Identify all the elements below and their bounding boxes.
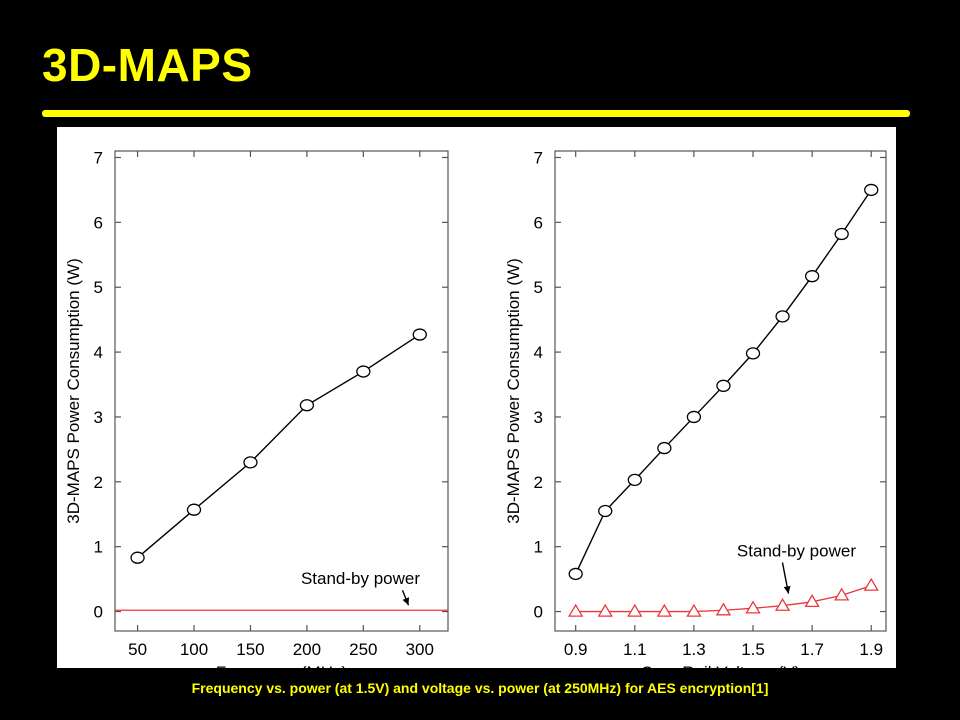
data-point-triangle [656, 603, 672, 617]
series-line-1 [137, 333, 421, 559]
data-point [686, 410, 702, 424]
annotation-standby: Stand-by power [301, 569, 420, 588]
data-point [834, 227, 849, 241]
x-tick-label: 1.7 [800, 640, 824, 659]
data-point [864, 183, 879, 197]
data-point [243, 456, 258, 469]
annotation-arrowhead [402, 597, 410, 606]
data-point-triangle [774, 597, 791, 611]
y-tick-label: 7 [534, 148, 543, 167]
y-tick-label: 5 [534, 278, 543, 297]
y-tick-label: 3 [94, 408, 103, 427]
y-tick-label: 6 [94, 213, 103, 232]
y-tick-label: 7 [94, 148, 103, 167]
x-tick-label: 1.3 [682, 640, 706, 659]
data-point [804, 270, 820, 283]
data-point [716, 379, 731, 392]
data-point [130, 551, 145, 564]
x-tick-label: 100 [180, 640, 208, 659]
figure-panel: 0123456750100150200250300Frequency (MHz)… [57, 127, 896, 668]
data-point [568, 567, 583, 581]
x-axis-label: Core Rail Voltage (V) [641, 663, 801, 668]
data-point-triangle [597, 603, 613, 617]
y-tick-label: 2 [94, 473, 103, 492]
data-point [775, 310, 790, 323]
y-tick-label: 0 [94, 603, 103, 622]
title-underline [42, 110, 910, 117]
chart-1: 0 1 2 3 4 5 6 7 50 100 150 200 250 300 Frequency (MHz)… [64, 148, 449, 668]
y-axis-label: 3D-MAPS Power Consumption (W) [504, 258, 523, 523]
annotation-arrowhead [783, 585, 791, 594]
charts-svg: 0123456750100150200250300Frequency (MHz)… [64, 148, 887, 668]
data-point [598, 504, 613, 518]
figure-caption: Frequency vs. power (at 1.5V) and voltag… [191, 680, 769, 696]
x-tick-label: 1.1 [623, 640, 647, 659]
x-tick-label: 1.5 [741, 640, 765, 659]
data-point [356, 365, 371, 378]
data-point [657, 441, 672, 455]
y-tick-label: 4 [94, 343, 103, 362]
x-tick-label: 1.9 [859, 640, 883, 659]
data-point [627, 473, 642, 487]
plot-frame [114, 150, 449, 632]
y-tick-label: 1 [94, 538, 103, 557]
x-tick-label: 200 [293, 640, 321, 659]
y-tick-label: 3 [534, 408, 543, 427]
annotation-standby: Stand-by power [737, 542, 856, 561]
data-point [745, 347, 761, 360]
data-point-triangle [715, 602, 732, 616]
data-point-triangle [834, 587, 850, 601]
x-tick-label: 300 [406, 640, 434, 659]
data-point [299, 399, 315, 412]
y-tick-label: 1 [534, 538, 543, 557]
x-axis-label: Frequency (MHz) [216, 663, 347, 668]
data-point-triangle [686, 603, 702, 617]
x-tick-label: 0.9 [564, 640, 588, 659]
x-tick-label: 250 [349, 640, 377, 659]
chart-2: 0 1 2 3 4 5 6 7 0.9 1.1 1.3 1.5 1.7 1.9 Core Rail Volt… [504, 148, 887, 668]
data-point [186, 503, 202, 516]
data-point-triangle [804, 594, 820, 608]
y-axis-label: 3D-MAPS Power Consumption (W) [64, 258, 83, 523]
y-tick-label: 2 [534, 473, 543, 492]
x-tick-label: 50 [128, 640, 147, 659]
y-tick-label: 5 [94, 278, 103, 297]
data-point-triangle [627, 603, 643, 617]
x-tick-label: 150 [236, 640, 264, 659]
slide-title: 3D-MAPS [42, 39, 253, 91]
y-tick-label: 0 [534, 603, 543, 622]
data-point-triangle [745, 600, 761, 614]
y-tick-label: 4 [534, 343, 543, 362]
data-point-triangle [863, 577, 879, 591]
data-point [412, 328, 427, 341]
y-tick-label: 6 [534, 213, 543, 232]
data-point-triangle [568, 603, 584, 617]
plot-frame [554, 150, 887, 632]
